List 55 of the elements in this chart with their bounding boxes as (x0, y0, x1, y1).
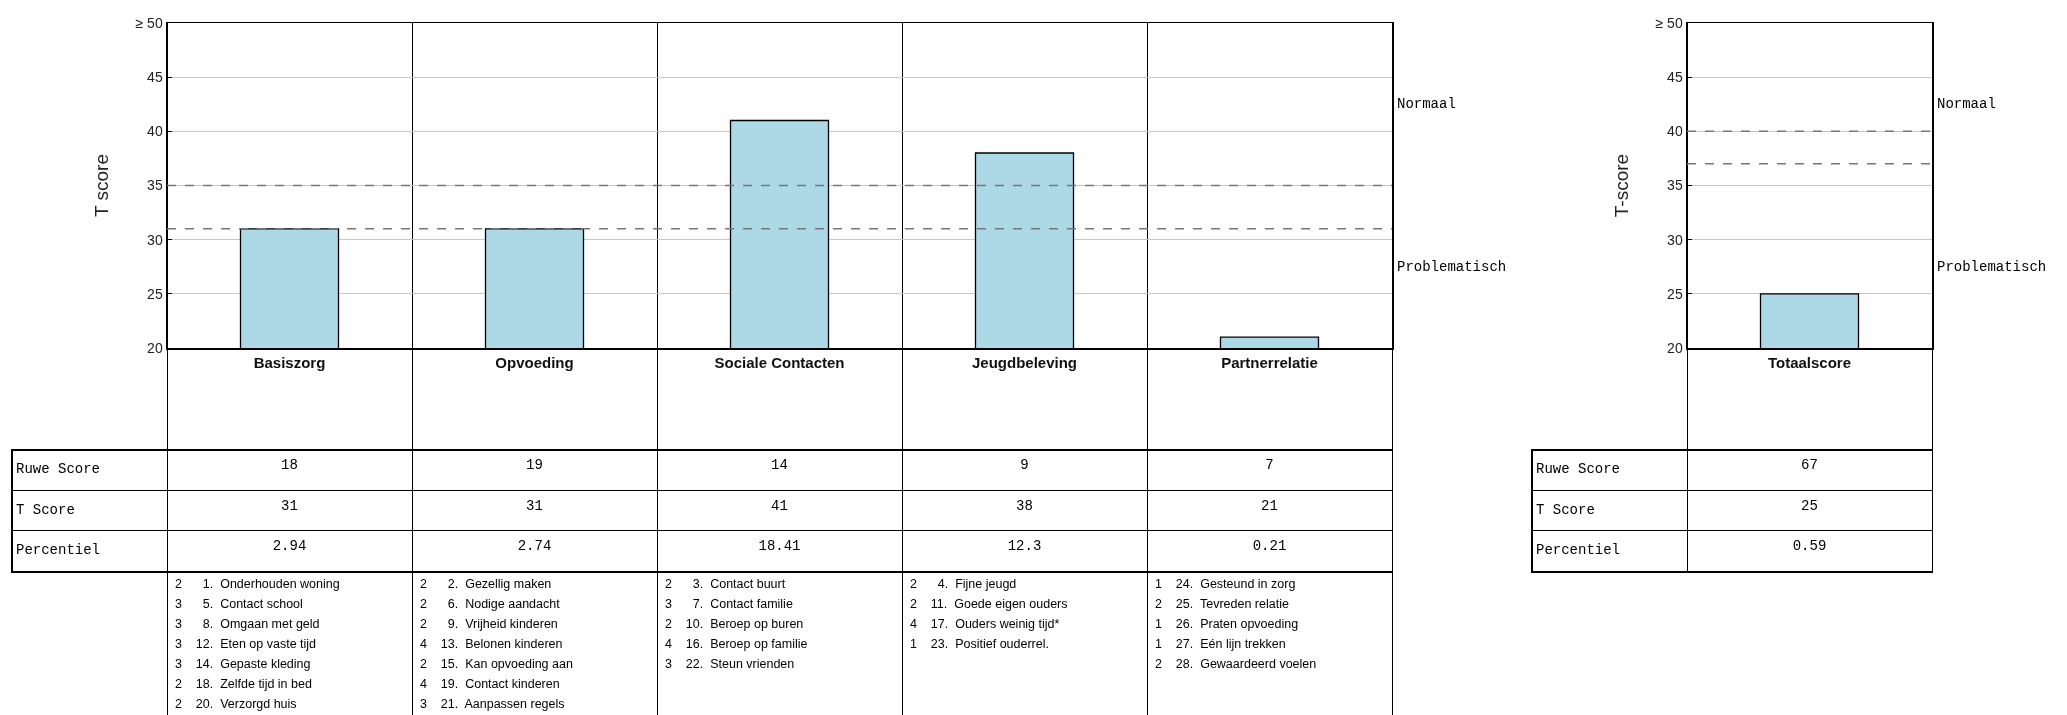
y-tick-label: 25 (147, 285, 163, 302)
y-tick-label: ≥ 50 (135, 14, 163, 31)
y-tick-label: 30 (1667, 231, 1683, 248)
x-tick-label: Sociale Contacten (714, 353, 845, 371)
text: 25 (1800, 498, 1819, 514)
text: 1 24. Gesteund in zorg 2 25. Tevreden relatie 1 26. Praten opvoeding 1 27. Eén lijn trekken 2 28. Gewaardeerd voelen (1155, 576, 1318, 673)
text: Ruwe Score (16, 461, 101, 477)
y-tick-label: 45 (1667, 69, 1683, 86)
x-tick-label: Opvoeding (495, 353, 574, 371)
data-label: 31 (280, 498, 299, 514)
text: 0.59 (1791, 538, 1828, 554)
text: Problematisch (1937, 259, 2047, 275)
text: 7 (1264, 457, 1275, 473)
x-tick-label: Jeugdbeleving (971, 353, 1078, 371)
y-tick-label: ≥ 50 (1655, 14, 1683, 31)
x-tick-label: Totaalscore (1767, 353, 1852, 371)
y-tick-label: 45 (147, 69, 163, 86)
text: T Score (1536, 502, 1596, 518)
x-tick-label: Partnerrelatie (1221, 353, 1318, 371)
text: 0.21 (1251, 538, 1288, 554)
y-tick-label: 20 (1667, 339, 1683, 356)
data-label: 41 (770, 498, 789, 514)
y-tick-label: 20 (147, 339, 163, 356)
text: 14 (770, 457, 789, 473)
text: Ruwe Score (1536, 461, 1621, 477)
y-tick-label: 30 (147, 231, 163, 248)
text: 18 (280, 457, 299, 473)
text: 9 (1019, 457, 1030, 473)
text: 2 2. Gezellig maken 2 6. Nodige aandacht 2 9. Vrijheid kinderen 4 13. Belonen kinderen 2 15. Kan opvoeding aan 4 19. Contact kinderen 3 21. Aanpassen regels (420, 576, 574, 713)
text: 12.3 (1006, 538, 1043, 554)
text: Percentiel (16, 542, 101, 558)
text: 2.94 (271, 538, 308, 554)
data-label: 31 (525, 498, 544, 514)
data-label: 21 (1260, 498, 1279, 514)
text: Normaal (1937, 96, 1996, 112)
y-tick-label: 40 (1667, 123, 1683, 140)
y-tick-label: 35 (147, 177, 163, 194)
y-tick-label: 35 (1667, 177, 1683, 194)
data-label: 38 (1015, 498, 1034, 514)
text: Problematisch (1397, 259, 1507, 275)
text: 2 3. Contact buurt 3 7. Contact familie 2 10. Beroep op buren 4 16. Beroep op familie 3 22. Steun vrienden (665, 576, 809, 673)
text: 18.41 (757, 538, 802, 554)
text: 2 1. Onderhouden woning 3 5. Contact school 3 8. Omgaan met geld 3 12. Eten op vaste tijd 3 14. Gepaste kleding 2 18. Zelfde tijd in bed 2 20. Verzorgd huis (175, 576, 341, 713)
text: T Score (16, 502, 76, 518)
text: Percentiel (1536, 542, 1621, 558)
text: 2 4. Fijne jeugd 2 11. Goede eigen ouders 4 17. Ouders weinig tijd* 1 23. Positief ouderrel. (910, 576, 1069, 653)
y-tick-label: 40 (147, 123, 163, 140)
text: 2.74 (516, 538, 553, 554)
text: Normaal (1397, 96, 1456, 112)
y-tick-label: 25 (1667, 285, 1683, 302)
y-axis-title: T-score (1610, 153, 1632, 218)
y-axis-title: T score (90, 153, 112, 218)
text: 19 (525, 457, 544, 473)
x-tick-label: Basiszorg (253, 353, 326, 371)
text: 67 (1800, 457, 1819, 473)
